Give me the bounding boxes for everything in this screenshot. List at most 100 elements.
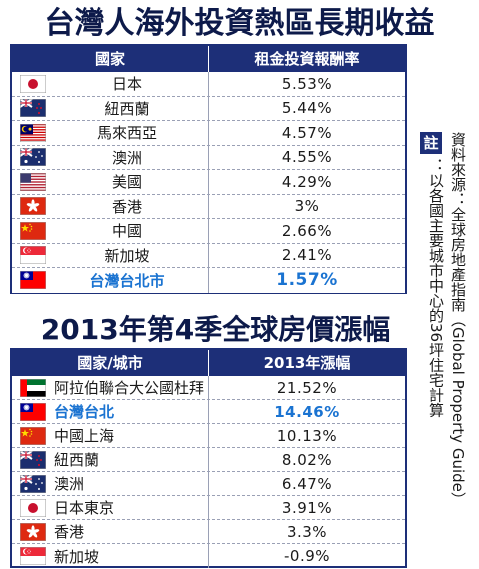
table-row: 台灣台北 14.46%	[12, 400, 405, 424]
table-row: 紐西蘭 8.02%	[12, 448, 405, 472]
column-header-growth: 2013年漲幅	[263, 354, 351, 372]
row-value: 3.91%	[281, 498, 333, 517]
row-label: 馬來西亞	[96, 124, 157, 143]
flag-australia-icon	[19, 473, 46, 493]
row-value: 2.66%	[281, 221, 333, 240]
row-label: 中國	[111, 222, 142, 241]
table-row: 中國 2.66%	[12, 219, 405, 244]
column-header-country-city: 國家/城市	[12, 350, 209, 376]
row-value: 14.46%	[274, 402, 340, 421]
flag-usa-icon	[20, 172, 46, 191]
column-divider	[208, 520, 209, 543]
table-header: 國家 租金投資報酬率	[12, 46, 405, 72]
note-badge: 註	[420, 132, 442, 154]
table-row: 日本 5.53%	[12, 72, 405, 97]
row-value: 21.52%	[276, 378, 338, 397]
flag-china-icon	[20, 221, 46, 240]
column-divider	[208, 544, 209, 568]
table-row: 阿拉伯聯合大公國杜拜 21.52%	[12, 376, 405, 400]
column-divider	[208, 472, 209, 495]
table-row: 新加坡 -0.9%	[12, 544, 405, 568]
column-divider	[208, 268, 209, 293]
table-row: 澳洲 4.55%	[12, 145, 405, 170]
column-divider	[208, 121, 209, 145]
flag-australia-icon	[19, 147, 46, 167]
flag-japan-icon	[20, 74, 46, 93]
table-row: 新加坡 2.41%	[12, 243, 405, 268]
row-value: 8.02%	[281, 450, 333, 469]
row-value: 3.3%	[286, 522, 328, 541]
flag-japan-icon	[20, 498, 46, 517]
chart-title-price-growth: 2013年第4季全球房價漲幅	[40, 313, 391, 346]
row-value: 4.55%	[281, 148, 333, 167]
source-note-line: ：以各國主要城市中心的36坪住宅計算	[427, 158, 445, 418]
row-label: 日本	[111, 75, 142, 94]
column-divider	[208, 170, 209, 194]
flag-singapore-icon	[20, 246, 46, 265]
column-divider	[208, 219, 209, 243]
table-row: 馬來西亞 4.57%	[12, 121, 405, 146]
column-header-country: 國家	[12, 46, 209, 72]
row-value: 4.29%	[281, 172, 333, 191]
row-label: 新加坡	[54, 547, 100, 566]
flag-malaysia-icon	[20, 123, 46, 142]
row-value: -0.9%	[283, 547, 331, 565]
row-label: 中國上海	[54, 427, 115, 445]
row-value: 6.47%	[281, 474, 333, 493]
column-header-yield: 租金投資報酬率	[254, 50, 360, 68]
column-divider	[208, 145, 209, 169]
row-label: 紐西蘭	[54, 451, 100, 469]
flag-taiwan-icon	[20, 271, 46, 290]
row-label: 阿拉伯聯合大公國杜拜	[54, 379, 205, 397]
flag-singapore-icon	[20, 547, 46, 565]
column-divider	[208, 96, 209, 120]
row-label: 香港	[54, 523, 85, 541]
column-divider	[208, 424, 209, 447]
row-value: 4.57%	[281, 123, 333, 142]
flag-new-zealand-icon	[19, 98, 46, 118]
row-value: 5.53%	[281, 74, 333, 93]
row-label: 紐西蘭	[104, 99, 150, 118]
price-growth-table: 國家/城市 2013年漲幅 阿拉伯聯合大公國杜拜 21.52% 台灣台北 14.46%…	[10, 348, 407, 568]
column-divider	[208, 243, 209, 267]
table-body: 日本 5.53% 紐西蘭 5.44% 馬來西亞 4.57% 澳洲 4.55% 美國 4.29% 香港…	[12, 72, 405, 293]
column-divider	[208, 72, 209, 96]
row-label: 澳洲	[54, 475, 85, 493]
table-body: 阿拉伯聯合大公國杜拜 21.52% 台灣台北 14.46% 中國上海 10.13% 紐西蘭 8…	[12, 376, 405, 568]
row-value: 1.57%	[276, 270, 338, 291]
column-divider	[208, 400, 209, 423]
flag-hong-kong-icon	[20, 197, 46, 216]
table-row: 澳洲 6.47%	[12, 472, 405, 496]
table-row: 台灣台北市 1.57%	[12, 268, 405, 293]
table-header: 國家/城市 2013年漲幅	[12, 350, 405, 376]
flag-china-icon	[20, 426, 46, 445]
column-divider	[208, 376, 209, 399]
chart-title-rental-yield: 台灣人海外投資熱區長期收益	[44, 6, 435, 41]
table-row: 香港 3.3%	[12, 520, 405, 544]
row-label: 日本東京	[54, 499, 115, 517]
row-label: 澳洲	[111, 148, 142, 167]
source-note-line: 資料來源：全球房地產指南（Global Property Guide）	[449, 132, 467, 507]
flag-uae-icon	[20, 378, 46, 397]
column-divider	[208, 496, 209, 519]
table-row: 美國 4.29%	[12, 170, 405, 195]
row-label: 台灣台北	[54, 403, 115, 421]
column-divider	[208, 448, 209, 471]
flag-new-zealand-icon	[19, 449, 46, 469]
row-label: 香港	[111, 197, 142, 216]
flag-hong-kong-icon	[20, 522, 46, 541]
table-row: 香港 3%	[12, 194, 405, 219]
column-divider	[208, 194, 209, 218]
row-value: 5.44%	[281, 99, 333, 118]
rental-yield-table: 國家 租金投資報酬率 日本 5.53% 紐西蘭 5.44% 馬來西亞 4.57% 澳洲 4.5…	[10, 44, 407, 294]
row-label: 美國	[111, 173, 142, 192]
row-value: 10.13%	[276, 426, 338, 445]
row-label: 新加坡	[104, 246, 150, 265]
source-note: 資料來源：全球房地產指南（Global Property Guide） 註 ：以…	[420, 132, 470, 552]
row-label: 台灣台北市	[89, 271, 165, 290]
table-row: 中國上海 10.13%	[12, 424, 405, 448]
table-row: 日本東京 3.91%	[12, 496, 405, 520]
row-value: 2.41%	[281, 246, 333, 265]
table-row: 紐西蘭 5.44%	[12, 96, 405, 121]
row-value: 3%	[294, 197, 320, 216]
